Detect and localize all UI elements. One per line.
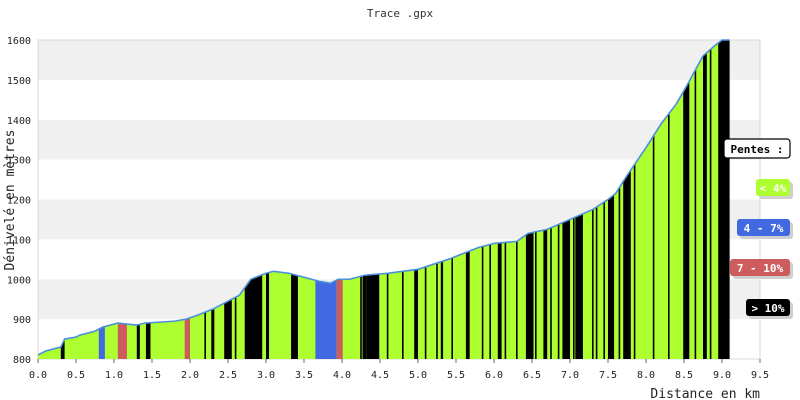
slope-segment [366,273,380,359]
x-tick-label: 2.5 [219,370,237,381]
slope-segment [184,317,190,359]
legend-title: Pentes : [731,143,784,156]
legend-item-box [730,259,790,276]
x-tick-label: 0.0 [29,370,47,381]
slope-segment [315,280,337,359]
y-tick-label: 800 [13,355,31,366]
slope-legend: Pentes : < 4% 4 - 7% 7 - 10% > 10% [723,138,793,319]
grid-band [38,40,760,80]
x-tick-label: 9.0 [713,370,731,381]
y-axis-label: Dénivelé en mètres [3,130,18,271]
x-tick-label: 4.0 [333,370,351,381]
x-tick-label: 5.5 [447,370,465,381]
y-axis-ticks: 800 900 1000 1100 1200 1300 1400 1500 1600 [7,36,31,366]
x-tick-label: 8.5 [675,370,693,381]
slope-segment [244,274,263,359]
x-tick-label: 1.5 [143,370,161,381]
y-tick-label: 1300 [7,156,31,167]
grid-band [38,79,760,120]
slope-segment [117,323,127,359]
y-tick-label: 1600 [7,36,31,47]
slope-segments [60,40,730,360]
slope-segment [465,250,470,359]
chart-title: Trace .gpx [367,7,434,20]
slope-segment [718,40,730,359]
y-tick-label: 1200 [7,196,31,207]
slope-segment [684,81,690,359]
y-tick-label: 1100 [7,235,31,246]
slope-segment [525,232,534,359]
legend-item-label: 4 - 7% [744,222,784,235]
slope-segment [623,169,631,359]
y-tick-label: 1500 [7,76,31,87]
profile-line [37,39,730,356]
x-tick-label: 1.0 [105,370,123,381]
slope-segment [608,194,615,359]
legend-item-label: 7 - 10% [737,262,784,275]
y-tick-label: 1400 [7,116,31,127]
x-tick-label: 6.5 [523,370,541,381]
legend-item-label: < 4% [760,182,787,195]
slope-segment [98,326,105,359]
slope-segment [362,275,367,359]
x-tick-label: 3.0 [257,370,275,381]
x-tick-label: 0.5 [67,370,85,381]
slope-segment [440,261,444,359]
profile-area [38,40,730,359]
slope-segment [497,242,502,359]
x-tick-label: 7.0 [561,370,579,381]
profile-fill [38,40,730,359]
slope-segment [543,229,548,359]
x-tick-label: 8.0 [637,370,655,381]
legend-title-box [723,138,791,159]
slope-segment [703,52,707,360]
legend-item-box [737,219,790,236]
slope-segment [414,269,418,359]
legend-item-box [756,179,790,196]
x-tick-label: 3.5 [295,370,313,381]
slope-segment [562,219,570,359]
legend-item-box [746,299,790,316]
x-axis-label: Distance en km [650,387,760,400]
x-tick-label: 9.5 [751,370,769,381]
slope-segment [224,299,232,359]
x-tick-label: 5.0 [409,370,427,381]
legend-item-label: > 10% [751,302,784,315]
x-axis-ticks: 0.0 0.5 1.0 1.5 2.0 2.5 3.0 3.5 4.0 4.5 5.0 5.5 6.0 6… [29,359,769,381]
grid-band [38,119,760,160]
y-tick-label: 900 [13,315,31,326]
y-tick-label: 1000 [7,275,31,286]
x-tick-label: 6.0 [485,370,503,381]
x-tick-label: 2.0 [181,370,199,381]
slope-segment [336,279,343,359]
x-tick-label: 4.5 [371,370,389,381]
x-tick-label: 7.5 [599,370,617,381]
